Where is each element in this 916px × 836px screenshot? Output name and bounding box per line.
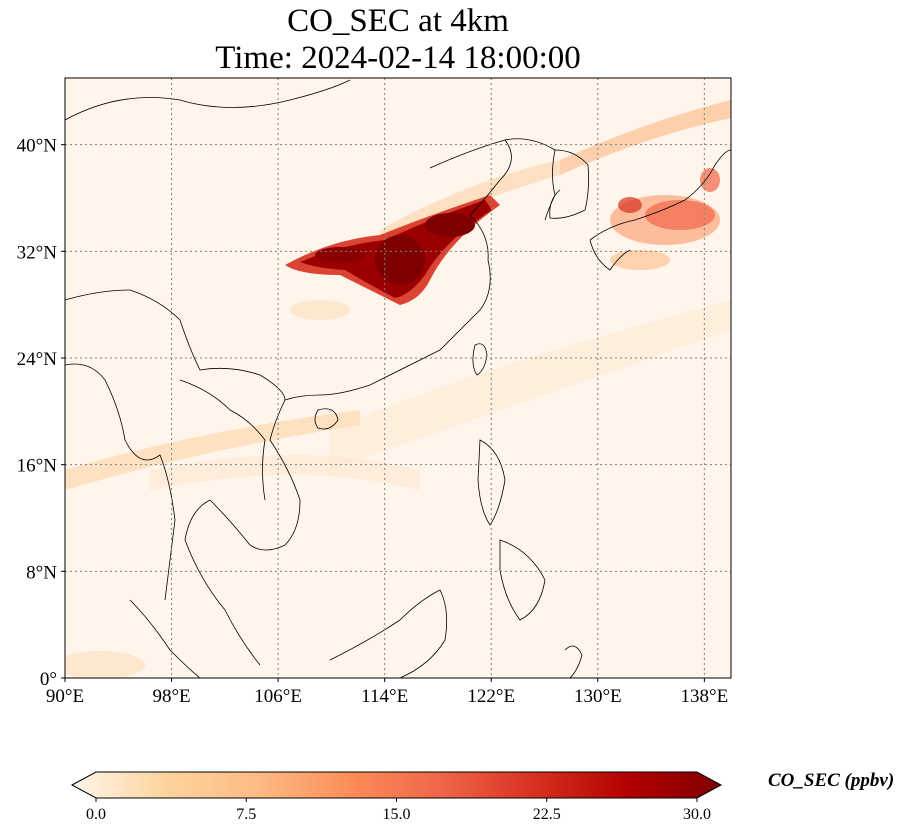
coast-sumatra: [129, 599, 201, 678]
lat-tick-label: 0°: [40, 669, 57, 690]
colorbar: 0.0 7.5 15.0 22.5 30.0: [70, 771, 723, 823]
lon-tick-label: 122°E: [467, 686, 515, 707]
band-east-china-sea: [330, 300, 731, 470]
lat-tick-label: 40°N: [17, 136, 58, 157]
lat-tick-label: 16°N: [17, 456, 58, 477]
lat-tick-label: 24°N: [17, 349, 58, 370]
plume-china: [285, 195, 500, 305]
coast-japan-honshu: [589, 149, 731, 241]
colorbar-tick-label: 22.5: [533, 806, 561, 823]
coastlines: [65, 79, 731, 678]
lon-tick-labels: 90°E 98°E 106°E 114°E 122°E 130°E 138°E: [46, 678, 728, 707]
coast-philippines-south: [499, 539, 546, 621]
coast-sulawesi: [564, 645, 583, 678]
coast-korea: [549, 149, 589, 219]
coast-vietnam: [249, 399, 301, 551]
plume-japan: [610, 168, 720, 270]
colorbar-tick-label: 7.5: [236, 806, 256, 823]
colorbar-ticks: 0.0 7.5 15.0 22.5 30.0: [86, 798, 711, 823]
coast-bohai: [504, 138, 556, 221]
lon-tick-label: 138°E: [681, 686, 729, 707]
lon-tick-label: 90°E: [46, 686, 84, 707]
colorbar-tick-label: 0.0: [86, 806, 106, 823]
band-korea-japan: [560, 100, 731, 175]
lat-tick-labels: 0° 8°N 16°N 24°N 32°N 40°N: [17, 136, 65, 690]
plot-title-line1: CO_SEC at 4km: [287, 3, 509, 39]
band-bay-of-bengal: [65, 410, 360, 490]
band-south-china: [150, 455, 420, 490]
lon-tick-label: 106°E: [254, 686, 302, 707]
coast-hainan: [314, 408, 339, 430]
colorbar-body: [70, 771, 723, 799]
plot-title-line2: Time: 2024-02-14 18:00:00: [215, 40, 581, 76]
lon-tick-label: 130°E: [574, 686, 622, 707]
coast-japan-kyushu: [589, 239, 631, 271]
coast-philippines-luzon: [477, 439, 506, 526]
lon-tick-label: 114°E: [361, 686, 408, 707]
concentration-field: [65, 100, 731, 678]
border-southwest: [65, 289, 286, 401]
coast-borneo: [329, 589, 448, 678]
map-axes[interactable]: [55, 77, 732, 679]
blob-lower-left: [65, 651, 145, 678]
colorbar-tick-label: 15.0: [383, 806, 411, 823]
border-indochina: [179, 379, 266, 501]
blob-west-china: [290, 300, 350, 320]
lat-tick-label: 8°N: [26, 562, 57, 583]
lat-tick-label: 32°N: [17, 242, 58, 263]
colorbar-label: CO_SEC (ppbv): [768, 770, 895, 791]
map-frame: [64, 77, 732, 679]
coast-myanmar: [65, 363, 176, 601]
coast-taiwan: [472, 343, 488, 376]
map-background: [65, 78, 731, 678]
coast-gulf-thailand: [184, 499, 261, 666]
coast-china-east: [284, 139, 512, 401]
colorbar-tick-label: 30.0: [683, 806, 711, 823]
border-north: [65, 79, 351, 121]
gridlines: [65, 78, 731, 678]
lon-tick-label: 98°E: [152, 686, 190, 707]
